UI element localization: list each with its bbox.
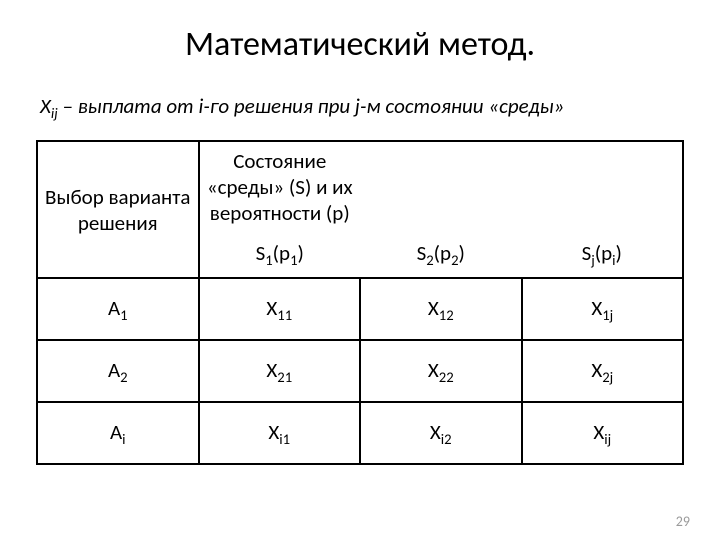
payoff-cell: Xi1 xyxy=(199,402,361,464)
decision-cell: A2 xyxy=(37,340,199,402)
payoff-cell: X2j xyxy=(522,340,684,402)
payoff-cell: Xi2 xyxy=(360,402,522,464)
state-col-3: Sj(pi) xyxy=(522,232,684,278)
payoff-cell: X22 xyxy=(360,340,522,402)
decision-header-cell: Выбор варианта решения xyxy=(37,141,199,278)
payoff-cell: X1j xyxy=(522,278,684,340)
state-col-2: S2(p2) xyxy=(360,232,522,278)
payoff-cell: Xij xyxy=(522,402,684,464)
table-row: A1 X11 X12 X1j xyxy=(37,278,683,340)
payoff-cell: X11 xyxy=(199,278,361,340)
page-number: 29 xyxy=(676,513,690,530)
table-row: A2 X21 X22 X2j xyxy=(37,340,683,402)
table-row: Ai Xi1 Xi2 Xij xyxy=(37,402,683,464)
formula-description: Xij – выплата от i-го решения при j-м со… xyxy=(36,93,684,122)
state-header-cell: Состояние «среды» (S) и их вероятности (… xyxy=(199,141,361,232)
payoff-table: Выбор варианта решения Состояние «среды»… xyxy=(36,140,684,465)
payoff-cell: X21 xyxy=(199,340,361,402)
decision-cell: A1 xyxy=(37,278,199,340)
decision-cell: Ai xyxy=(37,402,199,464)
page-title: Математический метод. xyxy=(36,24,684,65)
payoff-cell: X12 xyxy=(360,278,522,340)
state-col-1: S1(p1) xyxy=(199,232,361,278)
